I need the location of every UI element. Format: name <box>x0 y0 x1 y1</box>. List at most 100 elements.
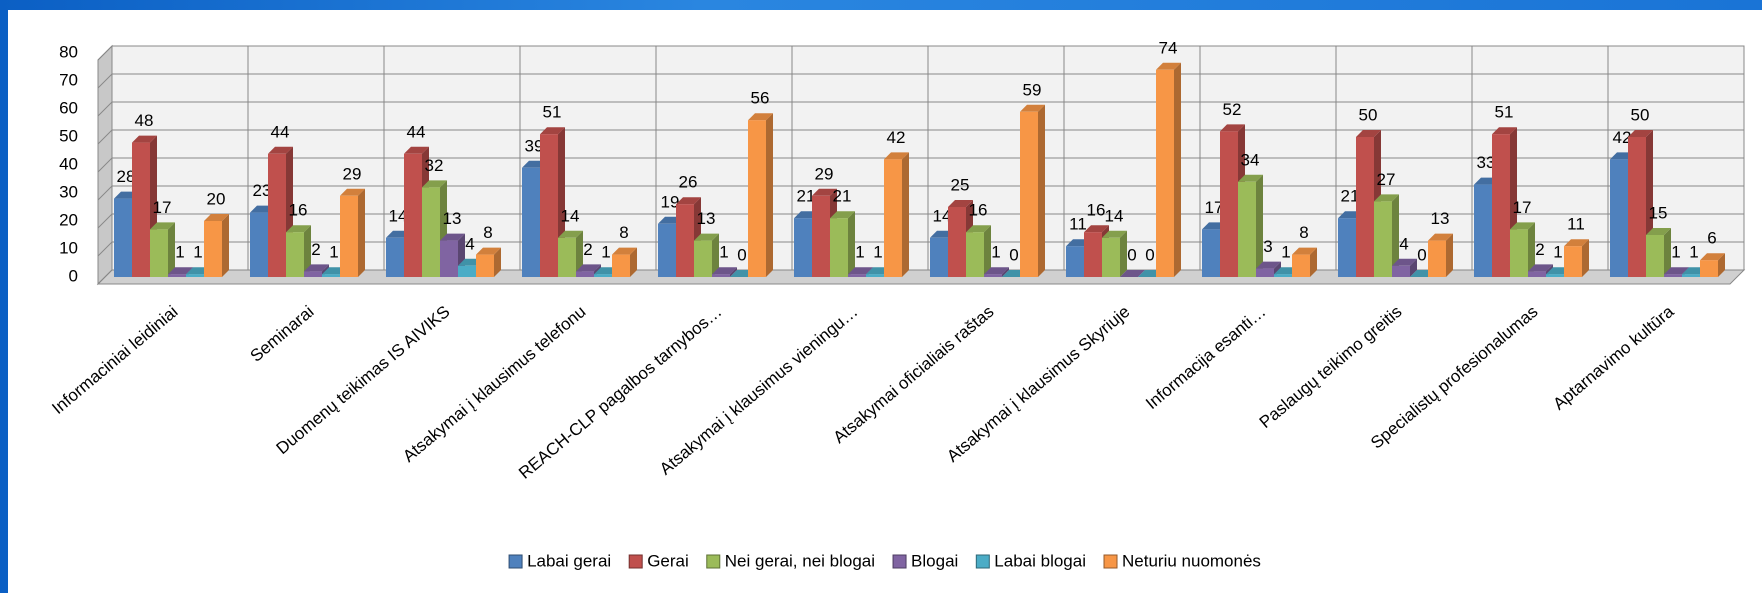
bar-top <box>1564 239 1589 247</box>
bar-side <box>494 247 501 277</box>
bar <box>204 214 229 277</box>
bar-front <box>132 142 150 277</box>
bar-side <box>1664 228 1671 277</box>
bar-side <box>984 225 991 277</box>
legend-label: Nei gerai, nei blogai <box>725 551 875 570</box>
bar-side <box>1582 239 1589 277</box>
bar <box>694 233 719 277</box>
data-label: 26 <box>679 173 698 192</box>
bar-top <box>1238 174 1263 182</box>
bar <box>1700 253 1725 277</box>
data-label: 0 <box>1145 245 1154 264</box>
y-tick-label: 70 <box>59 70 78 89</box>
data-label: 27 <box>1377 170 1396 189</box>
bar-top <box>440 233 465 241</box>
data-label: 29 <box>815 164 834 183</box>
data-label: 34 <box>1241 150 1260 169</box>
x-tick-label: Informacija esanti… <box>1142 302 1269 413</box>
bar-front <box>1238 181 1256 277</box>
bar-front <box>286 232 304 277</box>
bar-side <box>576 230 583 277</box>
data-label: 29 <box>343 164 362 183</box>
data-label: 16 <box>1087 201 1106 220</box>
bar-top <box>150 222 175 230</box>
bar <box>1374 194 1399 277</box>
bar-front <box>1510 229 1528 277</box>
bar-top <box>694 233 719 241</box>
bar <box>286 225 311 277</box>
y-tick-label: 40 <box>59 154 78 173</box>
data-label: 0 <box>737 245 746 264</box>
bar-top <box>404 146 429 154</box>
bar-side <box>1002 267 1009 277</box>
x-tick-label: Seminarai <box>247 302 318 366</box>
bar <box>1564 239 1589 277</box>
bar-top <box>1256 261 1281 269</box>
legend-label: Labai gerai <box>527 551 611 570</box>
data-label: 51 <box>543 103 562 122</box>
bar-top <box>1528 264 1553 272</box>
y-tick-label: 20 <box>59 210 78 229</box>
bar-front <box>204 221 222 277</box>
data-label: 19 <box>661 192 680 211</box>
bar-side <box>1446 233 1453 277</box>
data-label: 17 <box>1205 198 1224 217</box>
bar-front <box>884 159 902 277</box>
bar-top <box>1664 267 1689 275</box>
bar-side <box>1718 253 1725 277</box>
bar-top <box>1510 222 1535 230</box>
data-label: 21 <box>1341 187 1360 206</box>
x-tick-label: Informaciniai leidiniai <box>48 302 181 418</box>
y-tick-label: 50 <box>59 126 78 145</box>
side-grid-line <box>97 213 113 229</box>
bar-side <box>902 152 909 277</box>
bar-side <box>848 211 855 277</box>
data-label: 0 <box>1009 245 1018 264</box>
bar-front <box>930 237 948 277</box>
data-label: 4 <box>465 234 474 253</box>
bar-top <box>1292 247 1317 255</box>
bar <box>966 225 991 277</box>
bar-front <box>1564 246 1582 277</box>
bar-front <box>748 120 766 277</box>
data-label: 59 <box>1023 80 1042 99</box>
bar-top <box>1700 253 1725 261</box>
bar-front <box>150 229 168 277</box>
bar-top <box>676 197 701 205</box>
bar-front <box>1156 69 1174 277</box>
bar-front <box>1256 268 1274 277</box>
bar <box>340 188 365 277</box>
bar-top <box>132 135 157 143</box>
bar-top <box>1492 127 1517 135</box>
bar-side <box>168 222 175 277</box>
legend-swatch <box>1103 554 1118 569</box>
bar-front <box>594 274 612 277</box>
data-label: 20 <box>207 189 226 208</box>
bar-front <box>694 240 712 277</box>
bar-front <box>522 167 540 277</box>
bar <box>268 146 293 277</box>
bar-front <box>1392 265 1410 277</box>
bar <box>1020 104 1045 277</box>
bar <box>612 247 637 277</box>
side-grid-line <box>97 101 113 117</box>
data-label: 14 <box>561 206 580 225</box>
bar-side <box>766 113 773 277</box>
bar-side <box>730 267 737 277</box>
data-label: 1 <box>991 243 1000 262</box>
bar-top <box>268 146 293 154</box>
data-label: 0 <box>1127 245 1136 264</box>
bar-front <box>458 265 476 277</box>
data-label: 1 <box>855 243 864 262</box>
bar-top <box>1220 124 1245 132</box>
data-label: 13 <box>1431 209 1450 228</box>
data-label: 15 <box>1649 203 1668 222</box>
bar-front <box>984 274 1002 277</box>
bar-front <box>1682 274 1700 277</box>
bar-front <box>1220 131 1238 277</box>
bar-top <box>984 267 1009 275</box>
data-label: 8 <box>1299 223 1308 242</box>
bar-front <box>386 237 404 277</box>
